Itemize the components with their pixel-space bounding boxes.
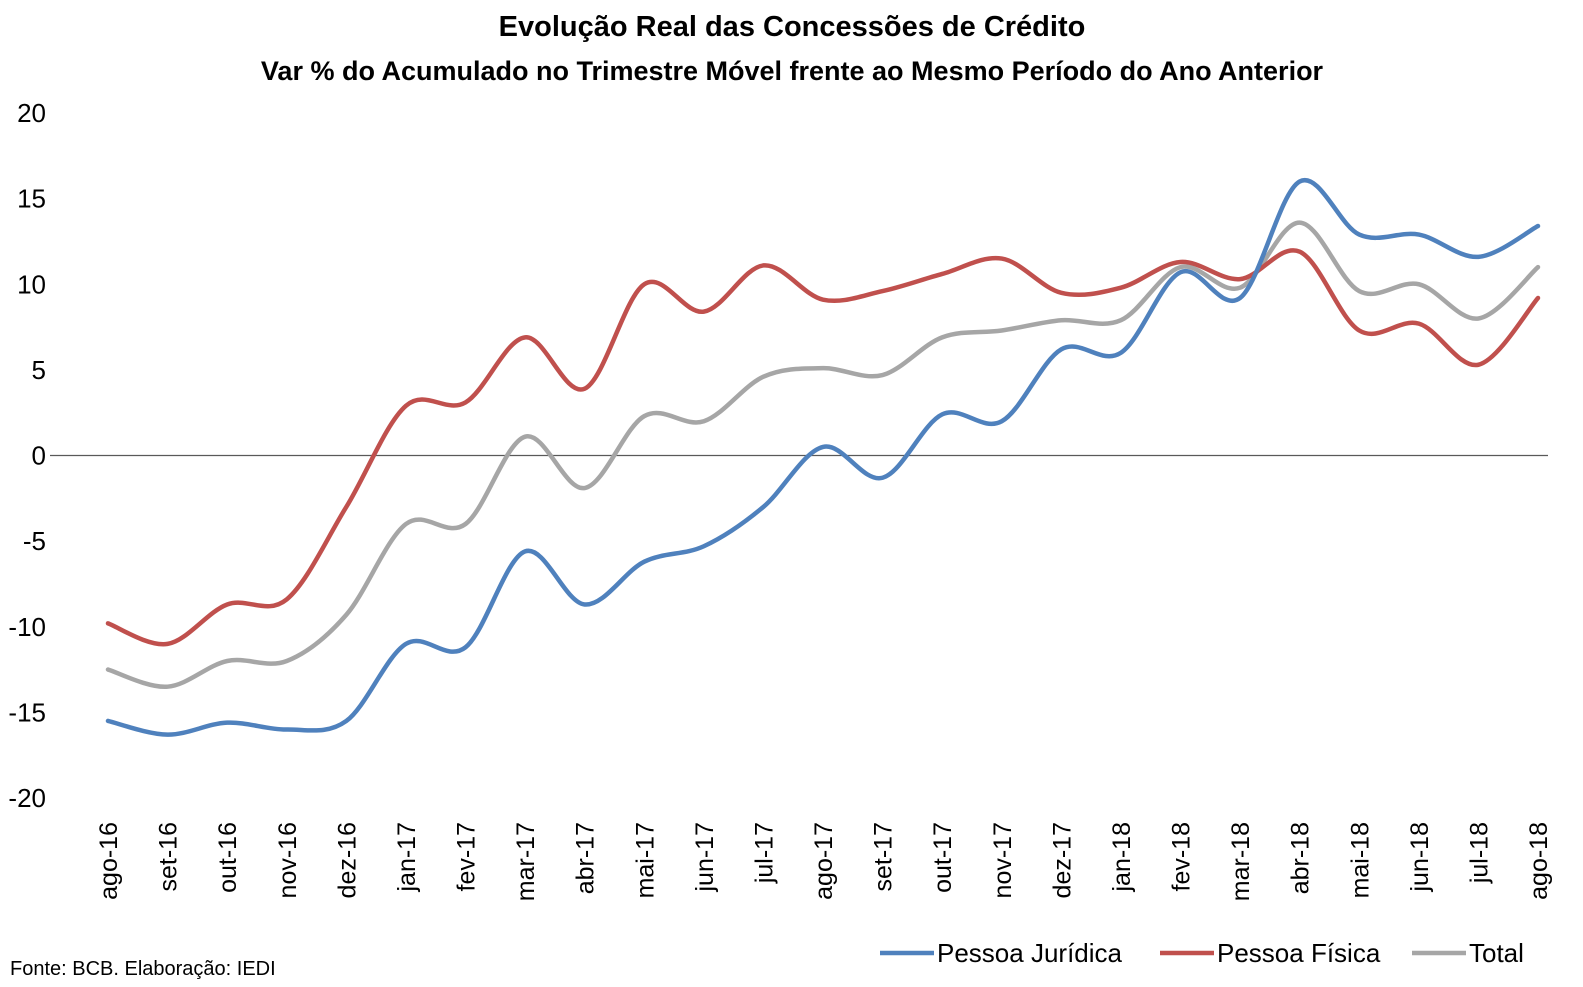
x-tick-label: mar-17: [512, 822, 540, 901]
y-tick-label: 10: [17, 269, 46, 299]
x-tick-label: mar-18: [1227, 822, 1255, 901]
legend-item-pessoa-fisica: Pessoa Física: [1160, 938, 1381, 968]
legend: Pessoa Jurídica Pessoa Física Total: [880, 938, 1524, 968]
x-tick-label: ago-16: [95, 822, 123, 900]
y-tick-label: 20: [17, 98, 46, 128]
source-note: Fonte: BCB. Elaboração: IEDI: [10, 958, 276, 980]
x-tick-label: dez-16: [333, 822, 361, 898]
plot-series: [105, 177, 1541, 737]
legend-item-total: Total: [1412, 938, 1524, 968]
x-tick-label: nov-16: [274, 822, 302, 898]
series-line-pessoa-juridica: [105, 177, 1541, 737]
x-tick-label: jul-17: [750, 822, 778, 884]
x-tick-label: jun-17: [691, 822, 719, 893]
y-axis: 20 15 10 5 0 -5 -10 -15 -20: [8, 98, 46, 813]
x-tick-label: fev-17: [453, 822, 481, 891]
x-tick-label: fev-18: [1168, 822, 1196, 891]
x-tick-label: mai-18: [1346, 822, 1374, 898]
x-tick-label: set-16: [155, 822, 183, 891]
x-tick-label: jan-17: [393, 822, 421, 893]
x-tick-label: dez-17: [1048, 822, 1076, 898]
x-tick-label: set-17: [870, 822, 898, 891]
legend-label: Total: [1469, 938, 1524, 968]
x-axis: ago-16 set-16 out-16 nov-16 dez-16 jan-17 fev-…: [95, 822, 1553, 901]
x-tick-label: jun-18: [1406, 822, 1434, 893]
x-tick-label: ago-17: [810, 822, 838, 900]
chart-subtitle: Var % do Acumulado no Trimestre Móvel fr…: [261, 56, 1324, 86]
x-tick-label: out-17: [929, 822, 957, 893]
x-tick-label: jan-18: [1108, 822, 1136, 893]
y-tick-label: -20: [8, 783, 46, 813]
x-tick-label: abr-18: [1287, 822, 1315, 894]
x-tick-label: nov-17: [989, 822, 1017, 898]
legend-label: Pessoa Jurídica: [937, 938, 1123, 968]
y-tick-label: 5: [32, 355, 46, 385]
y-tick-label: -5: [23, 526, 46, 556]
chart-title: Evolução Real das Concessões de Crédito: [499, 11, 1086, 43]
y-tick-label: 0: [32, 441, 46, 471]
x-tick-label: ago-18: [1525, 822, 1553, 900]
y-tick-label: 15: [17, 184, 46, 214]
y-tick-label: -10: [8, 612, 46, 642]
legend-label: Pessoa Física: [1217, 938, 1381, 968]
x-tick-label: abr-17: [572, 822, 600, 894]
legend-item-pessoa-juridica: Pessoa Jurídica: [880, 938, 1123, 968]
x-tick-label: jul-18: [1465, 822, 1493, 884]
series-line-total: [105, 220, 1541, 689]
series-line-pessoa-fisica: [105, 248, 1541, 647]
x-tick-label: out-16: [214, 822, 242, 893]
y-tick-label: -15: [8, 697, 46, 727]
x-tick-label: mai-17: [631, 822, 659, 898]
